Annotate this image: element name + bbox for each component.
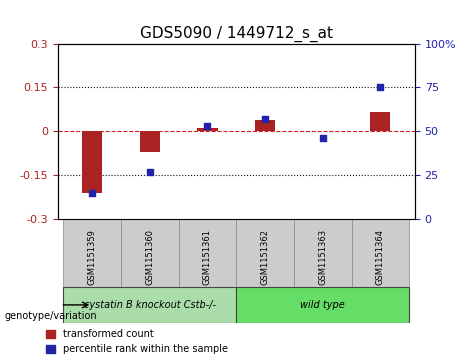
Text: genotype/variation: genotype/variation: [5, 311, 97, 321]
FancyBboxPatch shape: [64, 219, 121, 287]
FancyBboxPatch shape: [121, 219, 179, 287]
Text: cystatin B knockout Cstb-/-: cystatin B knockout Cstb-/-: [84, 300, 216, 310]
Point: [377, 85, 384, 90]
FancyBboxPatch shape: [236, 287, 409, 323]
Text: GSM1151359: GSM1151359: [88, 229, 97, 285]
FancyBboxPatch shape: [351, 219, 409, 287]
Bar: [197, 129, 218, 131]
FancyBboxPatch shape: [64, 287, 236, 323]
Text: GSM1151360: GSM1151360: [145, 229, 154, 285]
Bar: [370, 113, 390, 131]
FancyBboxPatch shape: [179, 219, 236, 287]
Text: GSM1151361: GSM1151361: [203, 229, 212, 285]
Point: [204, 123, 211, 129]
Legend: transformed count, percentile rank within the sample: transformed count, percentile rank withi…: [42, 326, 232, 358]
Bar: [82, 131, 102, 193]
Text: GSM1151364: GSM1151364: [376, 229, 385, 285]
Text: GSM1151362: GSM1151362: [260, 229, 270, 285]
Point: [89, 190, 96, 196]
Text: GSM1151363: GSM1151363: [318, 229, 327, 285]
Point: [146, 169, 154, 175]
Point: [261, 116, 269, 122]
FancyBboxPatch shape: [236, 219, 294, 287]
FancyBboxPatch shape: [294, 219, 351, 287]
Bar: [255, 120, 275, 131]
Text: wild type: wild type: [300, 300, 345, 310]
Point: [319, 135, 326, 141]
Bar: [140, 131, 160, 152]
Title: GDS5090 / 1449712_s_at: GDS5090 / 1449712_s_at: [140, 26, 333, 42]
